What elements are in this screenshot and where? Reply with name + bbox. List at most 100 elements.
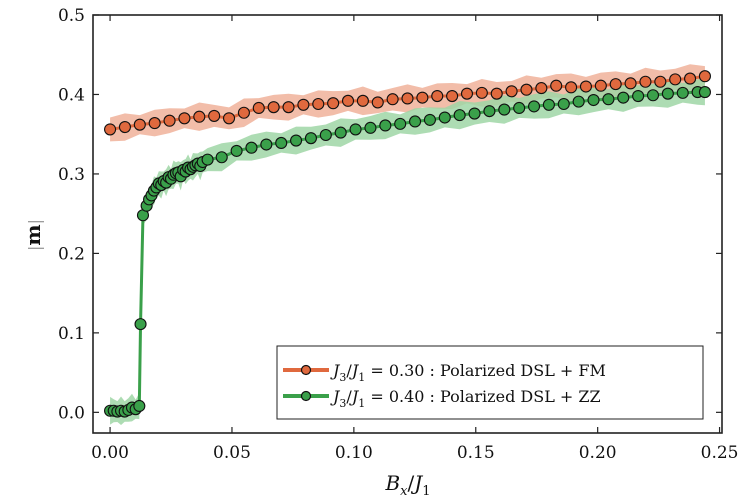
data-point-series-0 [371,96,384,109]
data-point-series-1 [453,109,466,122]
data-point-series-1 [572,95,585,108]
data-point-series-0 [312,97,325,111]
y-tick-label: 0.2 [58,244,85,264]
data-point-series-0 [669,73,682,86]
legend-label-0-j2: J [349,361,360,380]
data-point-series-0 [208,109,221,122]
data-point-series-0 [609,78,622,91]
legend-label-1: J3/J1 = 0.40 : Polarized DSL + ZZ [330,387,601,410]
data-point-series-0 [654,75,667,88]
x-axis-label-main: B [384,471,400,495]
x-tick-label: 0.05 [213,443,251,463]
data-point-series-1 [646,89,660,102]
data-point-series-1 [215,151,228,164]
data-point-series-1 [602,93,615,106]
x-ticks: 0.00 0.05 0.10 0.15 0.20 0.25 [91,15,738,463]
x-tick-label: 0.25 [701,443,739,463]
legend-entry-1: J3/J1 = 0.40 : Polarized DSL + ZZ [283,387,601,410]
data-point-series-0 [252,101,265,115]
data-point-series-1 [557,97,570,111]
data-point-series-1 [617,91,630,104]
legend-label-1-j2: J [349,387,360,406]
x-axis-label-sep: / [407,471,414,495]
data-point-series-1 [498,103,511,116]
legend-label-1-sub3: 3 [339,397,346,410]
y-axis-label-bar-right: | [25,219,44,224]
y-tick-label: 0.0 [58,403,85,423]
data-point-series-0 [579,80,593,93]
data-point-series-0 [565,81,578,94]
x-tick-label: 0.10 [335,443,373,463]
series-points [104,70,711,418]
data-point-series-0 [535,82,548,95]
y-tick-label: 0.4 [58,85,85,105]
data-point-series-1 [319,128,332,142]
y-tick-label: 0.3 [58,165,85,185]
data-point-series-0 [237,106,250,119]
data-point-series-0 [133,118,146,131]
data-point-series-0 [297,98,310,111]
data-point-series-0 [490,87,503,100]
x-axis-label-main2: J [410,471,423,495]
data-point-series-1 [394,117,407,130]
x-tick-label: 0.00 [91,443,129,463]
data-point-series-1 [513,101,526,115]
data-point-series-1 [409,115,422,128]
data-point-series-1 [587,93,600,107]
data-point-series-0 [178,112,191,125]
legend-label-1-j: J [330,387,341,406]
legend-box [276,345,704,420]
data-point-series-1 [349,123,362,136]
data-point-series-0 [327,97,340,110]
y-axis-label: |m| [21,219,45,251]
data-point-series-0 [460,87,474,100]
data-point-series-0 [356,94,369,107]
data-point-series-0 [163,114,176,127]
data-point-series-0 [475,86,488,99]
data-point-series-1 [364,121,377,134]
data-point-series-0 [267,101,280,114]
data-point-series-1 [334,126,347,139]
data-point-series-0 [386,93,399,106]
legend-label-1-rest: = 0.40 : Polarized DSL + ZZ [365,387,600,406]
data-point-series-0 [401,92,414,105]
legend-marker-0 [300,364,312,376]
data-point-series-1 [438,111,451,124]
data-point-series-1 [379,119,392,132]
legend-marker-1 [300,390,312,402]
legend: J3/J1 = 0.30 : Polarized DSL + FM J3/J1 … [276,345,704,420]
data-point-series-1 [483,105,496,118]
y-axis-label-main: m [21,224,45,245]
data-point-series-1 [676,86,689,99]
x-tick-label: 0.20 [579,443,617,463]
data-point-series-1 [290,134,303,147]
data-point-series-1 [245,141,258,154]
data-point-series-0 [282,101,295,114]
data-point-series-1 [527,100,541,113]
data-point-series-0 [193,110,206,123]
data-point-series-1 [134,318,147,331]
data-point-series-0 [594,79,607,92]
data-point-series-0 [639,75,652,88]
x-axis-label: Bx/J1 [384,471,430,498]
legend-label-0-j: J [330,361,341,380]
data-point-series-1 [275,136,288,149]
y-ticks: 0.0 0.1 0.2 0.3 0.4 0.5 [58,6,722,423]
y-tick-label: 0.1 [58,324,85,344]
legend-label-0: J3/J1 = 0.30 : Polarized DSL + FM [330,361,606,384]
data-point-series-0 [698,70,711,83]
data-point-series-0 [431,90,444,103]
data-point-series-1 [304,132,318,145]
data-point-series-0 [416,91,429,104]
data-point-series-0 [118,120,131,134]
legend-label-0-sub1: 1 [358,371,365,384]
data-point-series-0 [520,83,533,96]
data-point-series-0 [684,72,697,85]
data-point-series-0 [624,77,637,90]
data-point-series-1 [423,113,436,126]
data-point-series-1 [632,90,645,103]
legend-entry-0: J3/J1 = 0.30 : Polarized DSL + FM [283,361,606,384]
data-point-series-1 [698,86,711,99]
y-axis-label-bar-left: | [25,246,44,251]
